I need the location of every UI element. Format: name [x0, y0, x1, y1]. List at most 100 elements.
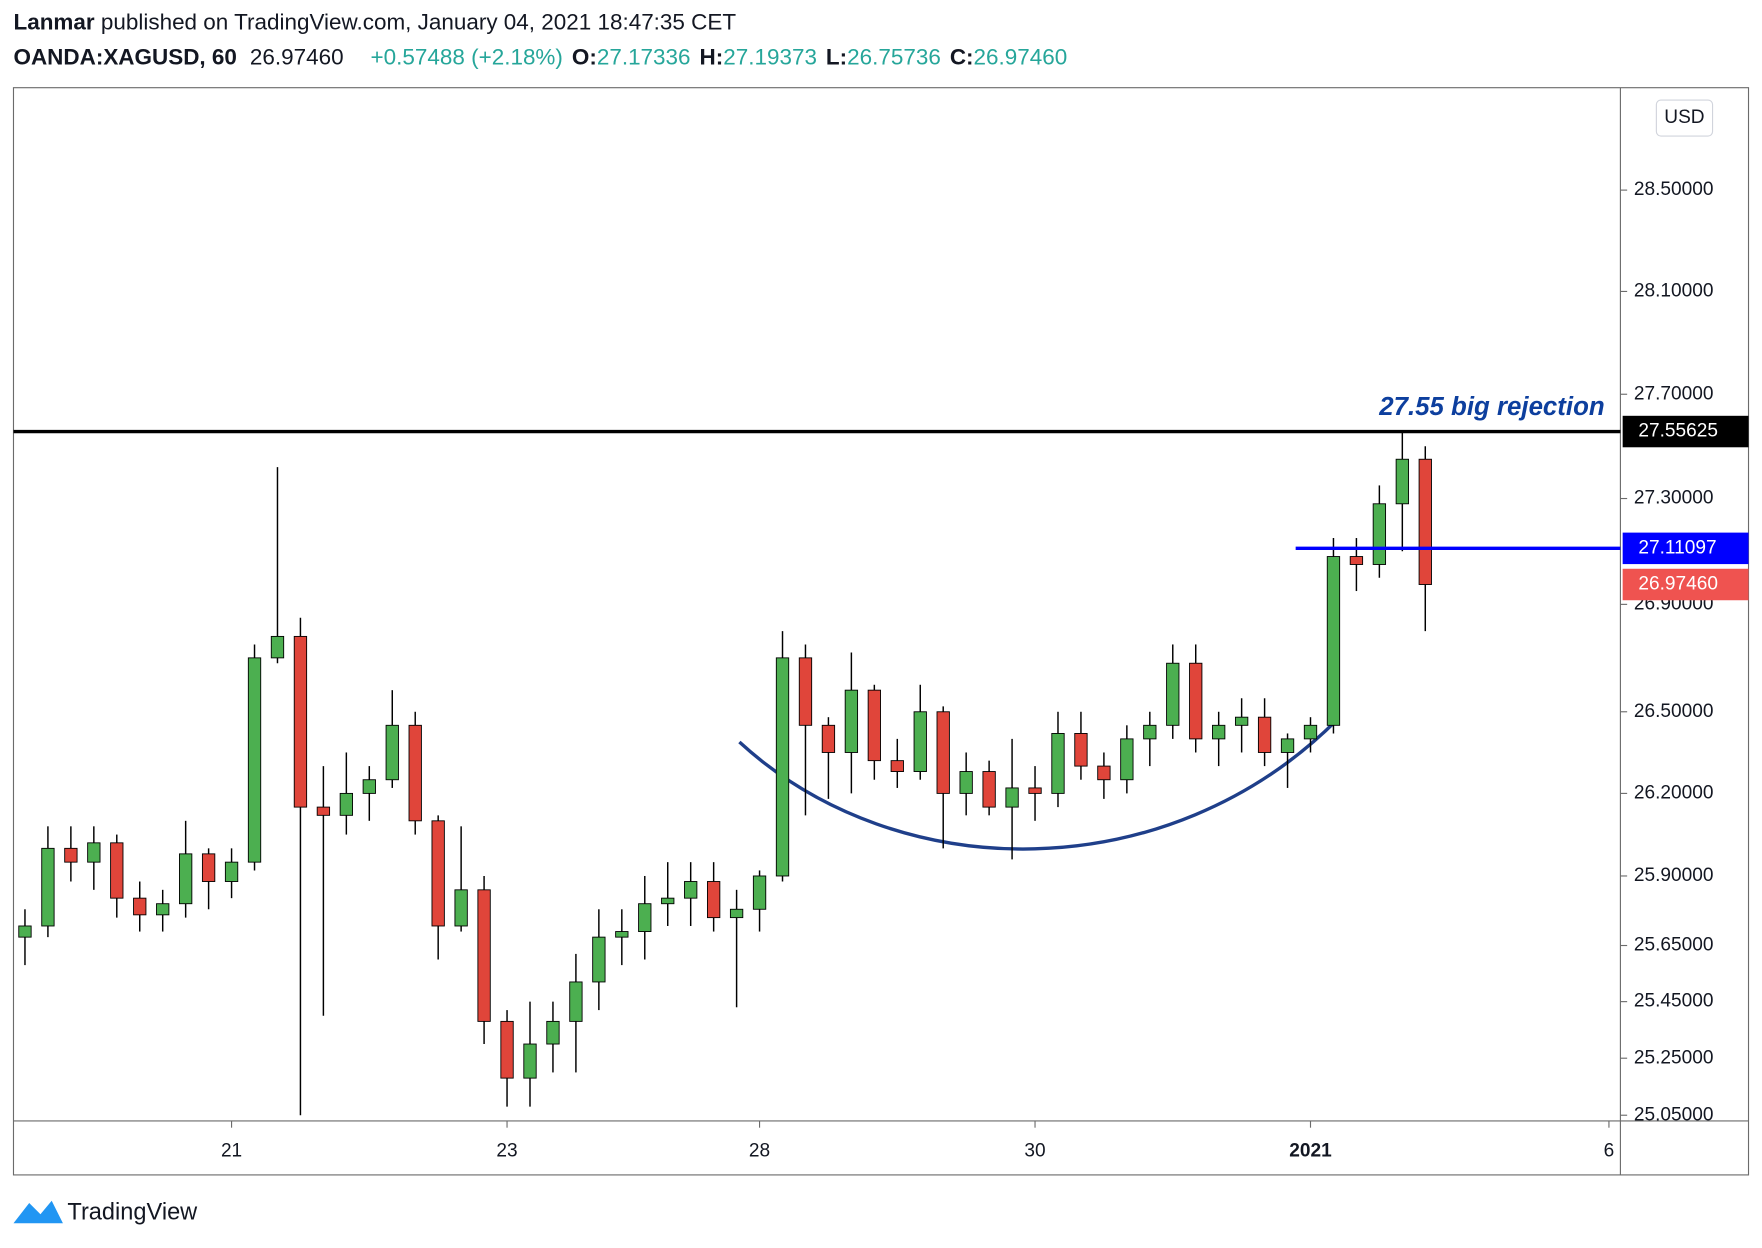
candle-body [270, 635, 285, 659]
candle-body [179, 853, 193, 905]
symbol: OANDA:XAGUSD, 60 [13, 44, 236, 69]
candle-body [339, 792, 353, 816]
level-label: 27.11097 [1638, 537, 1716, 558]
level-tag [1622, 415, 1749, 448]
candle-body [1234, 716, 1249, 726]
y-tick-label: 25.90000 [1634, 865, 1714, 886]
candle-body [1418, 458, 1432, 585]
candle-body [752, 875, 767, 910]
candle-body [1189, 662, 1203, 740]
published: published on TradingView.com, January 04… [101, 10, 736, 35]
candle-body [1166, 662, 1180, 726]
candle-body [41, 847, 55, 927]
candle-body [1097, 765, 1111, 781]
candle-body [1051, 733, 1065, 794]
y-tick-label: 28.10000 [1634, 280, 1714, 301]
candle-body [1074, 733, 1088, 767]
candle-body [546, 1020, 560, 1045]
currency-label: USD [1664, 107, 1704, 128]
brand: TradingView [67, 1199, 198, 1225]
candle-body [592, 936, 606, 983]
candle-body [64, 847, 78, 863]
candle-body [133, 897, 147, 916]
candle-body [1212, 724, 1226, 740]
candle-body [1326, 556, 1341, 726]
candle-body [1028, 787, 1042, 794]
cup-curve [738, 718, 1339, 851]
candle-body [706, 881, 721, 919]
candle-body [982, 771, 996, 808]
x-tick-label: 21 [221, 1140, 242, 1161]
x-tick-label: 2021 [1289, 1140, 1332, 1161]
y-tick-label: 27.70000 [1634, 383, 1714, 404]
candle-body [684, 881, 698, 899]
ohlc-value: 26.75736 [847, 44, 941, 69]
candle-body [1349, 556, 1364, 565]
x-tick-label: 23 [496, 1140, 517, 1161]
candle-body [844, 689, 859, 753]
candle-body [408, 724, 422, 822]
candle-body [247, 657, 262, 863]
y-tick-label: 28.50000 [1634, 179, 1714, 200]
candle-body [1372, 503, 1387, 565]
candle-body [87, 842, 101, 863]
candle-body [913, 711, 927, 772]
candle-body [316, 806, 331, 816]
logo: TradingView [13, 1199, 198, 1225]
plot: 25.05000 25.25000 25.45000 25.65000 25.90000… [13, 179, 1749, 1161]
candle-body [362, 779, 376, 794]
candle-body [661, 897, 675, 905]
candle-body [1005, 787, 1019, 808]
candle-body [821, 724, 836, 753]
level-label: 27.55625 [1638, 421, 1718, 442]
candle-body [110, 842, 124, 899]
y-tick-label: 26.50000 [1634, 701, 1714, 722]
candle-body [1395, 458, 1409, 505]
candle-body [569, 981, 583, 1022]
candle-body [1143, 724, 1157, 740]
candle-body [798, 657, 813, 726]
x-tick-label: 30 [1024, 1140, 1045, 1161]
candle-body [523, 1043, 537, 1079]
candle-body [477, 889, 491, 1022]
ohlc-key: L: [826, 44, 847, 69]
candle-body [1303, 724, 1318, 740]
level-tag [1622, 568, 1749, 601]
candle-body [293, 635, 308, 808]
candle-body [500, 1020, 514, 1079]
currency-button[interactable] [1655, 99, 1714, 137]
ohlc-key: C: [950, 44, 974, 69]
candle-body [201, 853, 216, 882]
candle-body [959, 771, 973, 794]
candle-body [615, 931, 629, 938]
candle-body [224, 861, 239, 882]
candle-body [638, 903, 652, 933]
ohlc-value: 26.97460 [974, 44, 1068, 69]
candle-body [775, 657, 790, 877]
candle-body [385, 724, 399, 781]
ohlc-key: H: [700, 44, 724, 69]
level-label: 26.97460 [1638, 574, 1718, 595]
chart-frame [12, 87, 1750, 1176]
candle-body [890, 760, 904, 772]
symbol-line: OANDA:XAGUSD, 60 26.97460 +0.57488 (+2.18… [13, 44, 1067, 69]
candle-body [431, 820, 445, 927]
y-tick-label: 26.20000 [1634, 782, 1714, 803]
y-tick-label: 25.45000 [1634, 991, 1714, 1012]
level-tag [1622, 532, 1749, 565]
ohlc-key: O: [572, 44, 597, 69]
change: +0.57488 (+2.18%) [371, 44, 563, 69]
candle-body [936, 711, 950, 794]
candle-body [454, 889, 468, 927]
y-tick-label: 25.05000 [1634, 1104, 1714, 1125]
x-tick-label: 28 [749, 1140, 770, 1161]
candle-body [1120, 738, 1134, 781]
candle-body [156, 903, 170, 916]
y-tick-label: 25.25000 [1634, 1047, 1714, 1068]
author: Lanmar [13, 10, 94, 35]
y-tick-label: 27.30000 [1634, 488, 1714, 509]
candle-body [729, 908, 744, 919]
y-tick-label: 25.65000 [1634, 935, 1714, 956]
